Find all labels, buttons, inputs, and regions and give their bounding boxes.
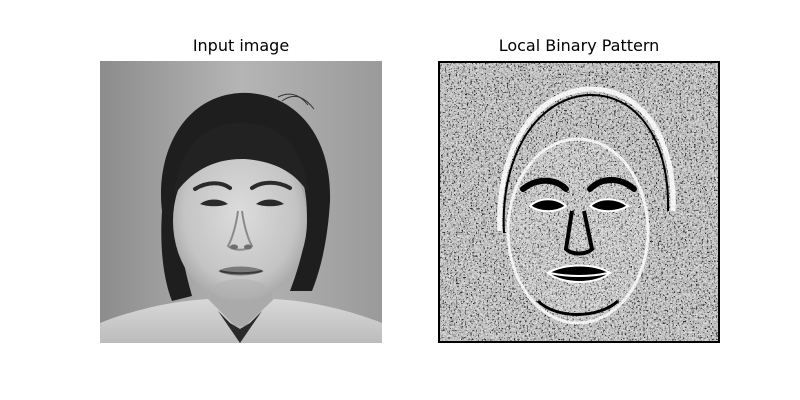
- input-face-drawing: [100, 61, 382, 343]
- lbp-image: [438, 61, 720, 343]
- lbp-image-title: Local Binary Pattern: [498, 36, 660, 55]
- input-image: [100, 61, 382, 343]
- input-image-title: Input image: [192, 36, 290, 55]
- lbp-texture-drawing: [438, 61, 720, 343]
